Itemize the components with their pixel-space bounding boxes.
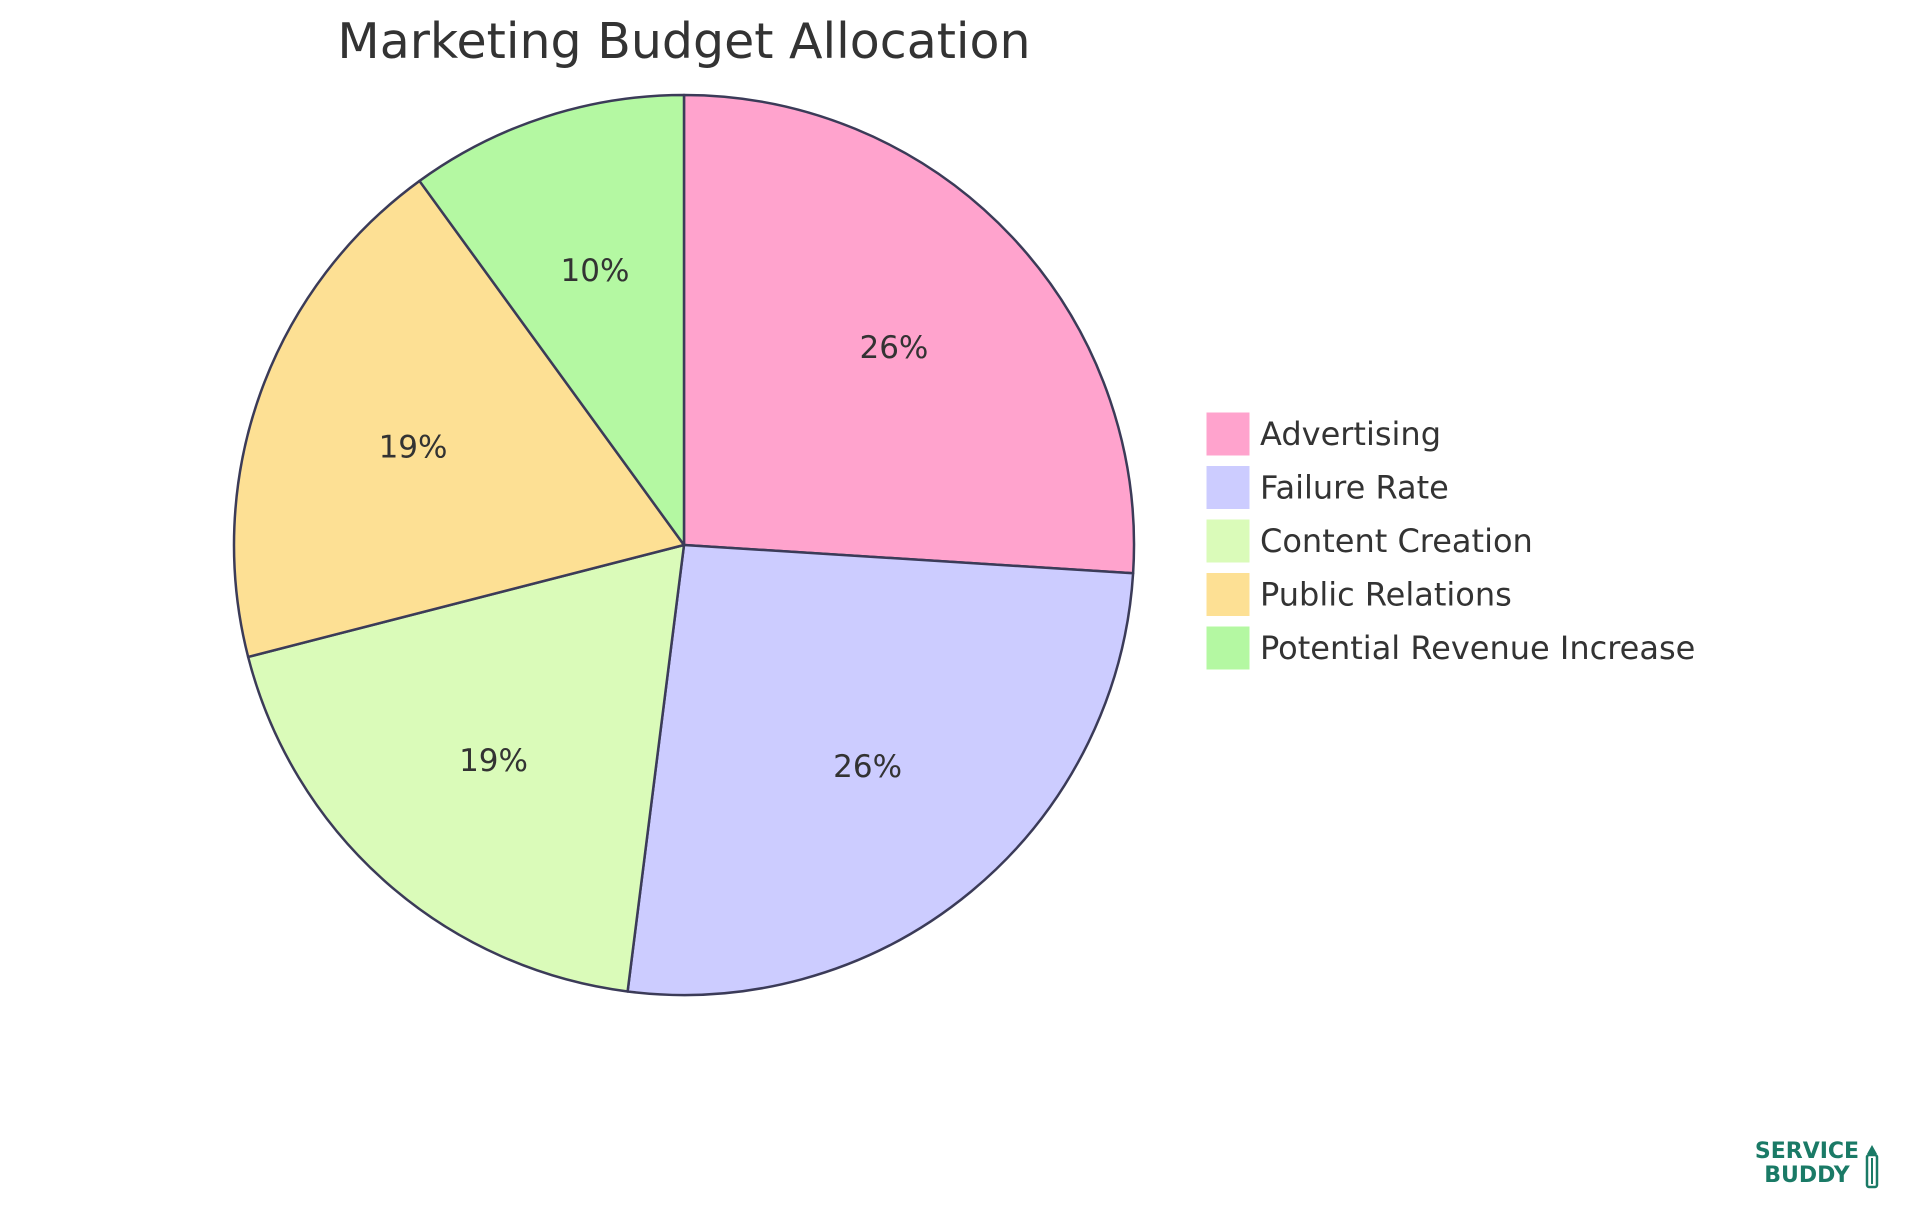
slice-percent-label: 10%	[561, 253, 630, 289]
logo-wordmark: SERVICE BUDDY	[1752, 1140, 1862, 1188]
legend-swatch	[1205, 465, 1251, 510]
logo-line-1: SERVICE	[1754, 1139, 1860, 1164]
slice-percent-label: 26%	[859, 330, 928, 366]
pie-slices	[232, 93, 1136, 997]
legend-label: Public Relations	[1260, 576, 1512, 614]
slice-percent-label: 26%	[833, 749, 902, 785]
legend-swatch	[1205, 518, 1251, 564]
pie-slice-content-creation	[246, 543, 686, 993]
legend-swatch	[1205, 625, 1251, 671]
legend-label: Advertising	[1260, 415, 1441, 453]
service-buddy-logo: SERVICE BUDDY	[1752, 1140, 1892, 1196]
pencil-icon	[1865, 1145, 1879, 1189]
pie-slice-failure-rate	[626, 543, 1135, 997]
slice-percent-label: 19%	[379, 429, 448, 465]
logo-line-2: BUDDY	[1764, 1163, 1850, 1188]
pie-slice-labels: 26% 26% 19% 19% 10%	[379, 253, 929, 785]
legend-swatch	[1205, 572, 1251, 617]
pie-slice-potential-revenue-increase	[418, 93, 686, 547]
legend-label: Content Creation	[1260, 522, 1533, 560]
slice-percent-label: 19%	[459, 743, 528, 779]
pie-slice-public-relations	[232, 179, 686, 659]
pie-slice-advertising	[682, 93, 1136, 575]
legend-label: Potential Revenue Increase	[1260, 629, 1695, 667]
chart-legend: Advertising Failure Rate Content Creation P…	[1205, 411, 1695, 671]
legend-label: Failure Rate	[1260, 469, 1449, 507]
chart-title: Marketing Budget Allocation	[337, 13, 1030, 70]
legend-swatch	[1205, 411, 1251, 457]
